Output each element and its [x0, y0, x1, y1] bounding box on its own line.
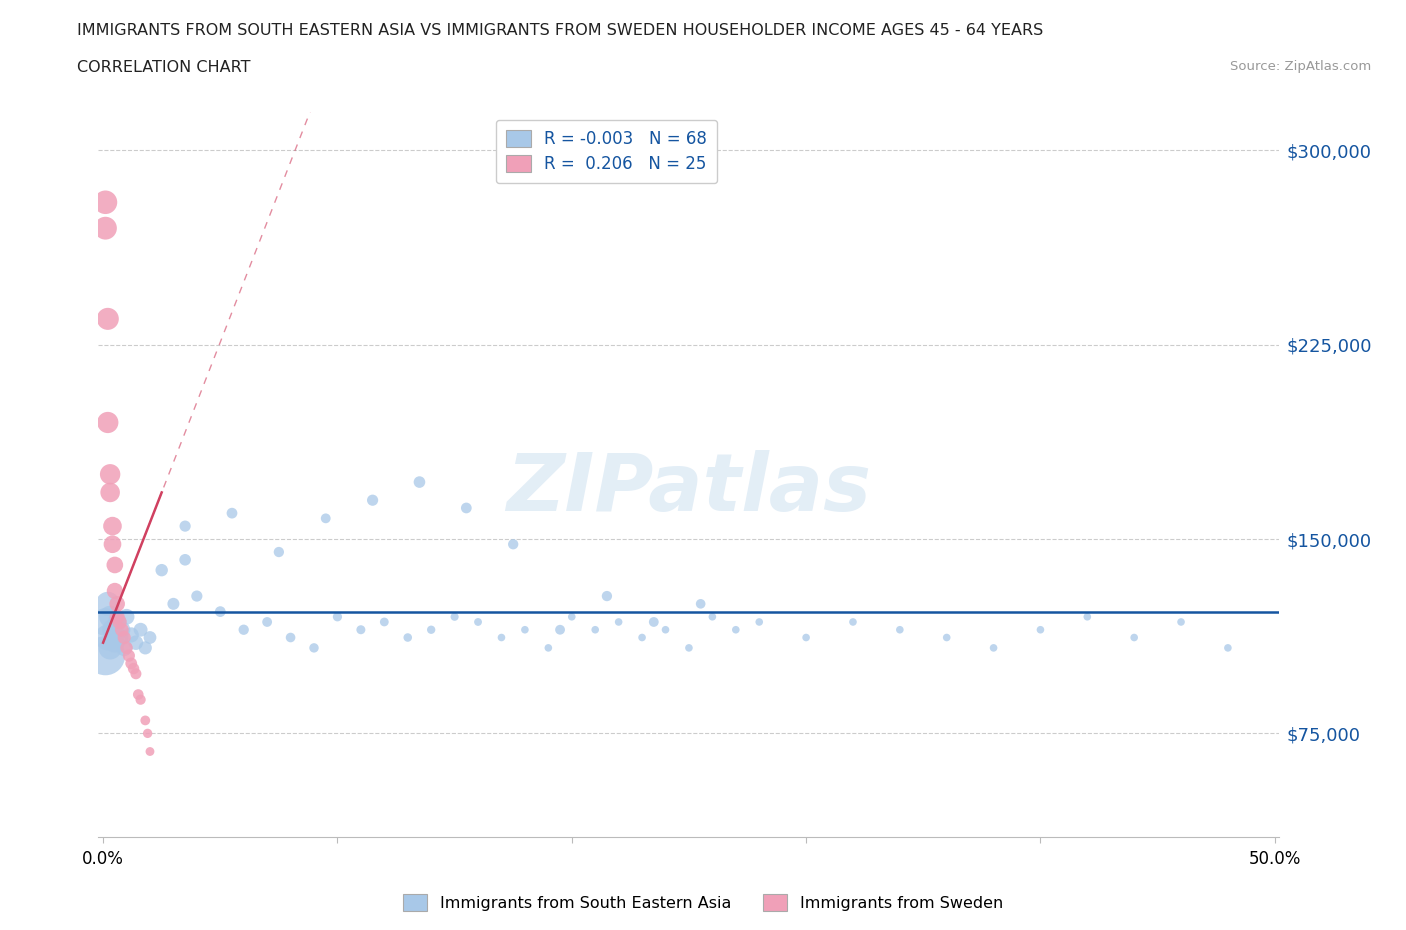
Text: ZIPatlas: ZIPatlas	[506, 450, 872, 528]
Point	[583, 622, 606, 637]
Point	[94, 615, 117, 630]
Point	[101, 622, 124, 637]
Point	[104, 558, 127, 573]
Point	[97, 415, 120, 430]
Point	[150, 563, 173, 578]
Point	[162, 596, 184, 611]
Point	[280, 631, 302, 645]
Point	[467, 615, 489, 630]
Point	[408, 474, 430, 489]
Point	[361, 493, 384, 508]
Point	[129, 692, 152, 707]
Point	[115, 641, 138, 656]
Point	[689, 596, 711, 611]
Point	[186, 589, 208, 604]
Point	[1170, 615, 1192, 630]
Point	[122, 661, 145, 676]
Point	[94, 195, 117, 210]
Point	[491, 631, 513, 645]
Point	[127, 687, 149, 702]
Point	[232, 622, 254, 637]
Point	[120, 656, 142, 671]
Point	[315, 511, 337, 525]
Point	[136, 726, 159, 741]
Point	[302, 641, 325, 656]
Point	[112, 641, 135, 656]
Point	[373, 615, 395, 630]
Point	[105, 596, 128, 611]
Point	[396, 631, 419, 645]
Text: Source: ZipAtlas.com: Source: ZipAtlas.com	[1230, 60, 1371, 73]
Point	[139, 631, 162, 645]
Point	[129, 622, 152, 637]
Point	[174, 552, 197, 567]
Point	[596, 589, 619, 604]
Point	[94, 648, 117, 663]
Point	[748, 615, 770, 630]
Legend: R = -0.003   N = 68, R =  0.206   N = 25: R = -0.003 N = 68, R = 0.206 N = 25	[496, 120, 717, 183]
Point	[221, 506, 243, 521]
Point	[101, 519, 124, 534]
Point	[174, 519, 197, 534]
Point	[134, 641, 156, 656]
Point	[1216, 641, 1239, 656]
Point	[98, 485, 121, 500]
Point	[456, 500, 478, 515]
Point	[256, 615, 278, 630]
Point	[139, 744, 162, 759]
Point	[794, 631, 817, 645]
Point	[118, 648, 141, 663]
Point	[935, 631, 957, 645]
Point	[111, 622, 134, 637]
Point	[1029, 622, 1052, 637]
Point	[443, 609, 465, 624]
Point	[134, 713, 156, 728]
Point	[1076, 609, 1098, 624]
Point	[101, 537, 124, 551]
Point	[97, 631, 120, 645]
Text: CORRELATION CHART: CORRELATION CHART	[77, 60, 250, 75]
Point	[104, 635, 127, 650]
Point	[326, 609, 349, 624]
Point	[120, 628, 142, 643]
Point	[104, 583, 127, 598]
Point	[724, 622, 747, 637]
Point	[654, 622, 676, 637]
Point	[420, 622, 443, 637]
Point	[631, 631, 654, 645]
Point	[842, 615, 865, 630]
Point	[108, 615, 131, 630]
Point	[98, 467, 121, 482]
Point	[350, 622, 373, 637]
Text: IMMIGRANTS FROM SOUTH EASTERN ASIA VS IMMIGRANTS FROM SWEDEN HOUSEHOLDER INCOME : IMMIGRANTS FROM SOUTH EASTERN ASIA VS IM…	[77, 23, 1043, 38]
Legend: Immigrants from South Eastern Asia, Immigrants from Sweden: Immigrants from South Eastern Asia, Immi…	[396, 888, 1010, 917]
Point	[513, 622, 536, 637]
Point	[111, 622, 134, 637]
Point	[889, 622, 911, 637]
Point	[702, 609, 724, 624]
Point	[98, 641, 121, 656]
Point	[105, 615, 128, 630]
Point	[643, 615, 665, 630]
Point	[502, 537, 524, 551]
Point	[115, 609, 138, 624]
Point	[94, 220, 117, 235]
Point	[537, 641, 560, 656]
Point	[267, 545, 290, 560]
Point	[112, 631, 135, 645]
Point	[678, 641, 700, 656]
Point	[125, 635, 148, 650]
Point	[105, 609, 128, 624]
Point	[561, 609, 583, 624]
Point	[209, 604, 232, 619]
Point	[98, 609, 121, 624]
Point	[97, 312, 120, 326]
Point	[97, 596, 120, 611]
Point	[548, 622, 571, 637]
Point	[1123, 631, 1146, 645]
Point	[983, 641, 1005, 656]
Point	[108, 631, 131, 645]
Point	[125, 666, 148, 681]
Point	[607, 615, 630, 630]
